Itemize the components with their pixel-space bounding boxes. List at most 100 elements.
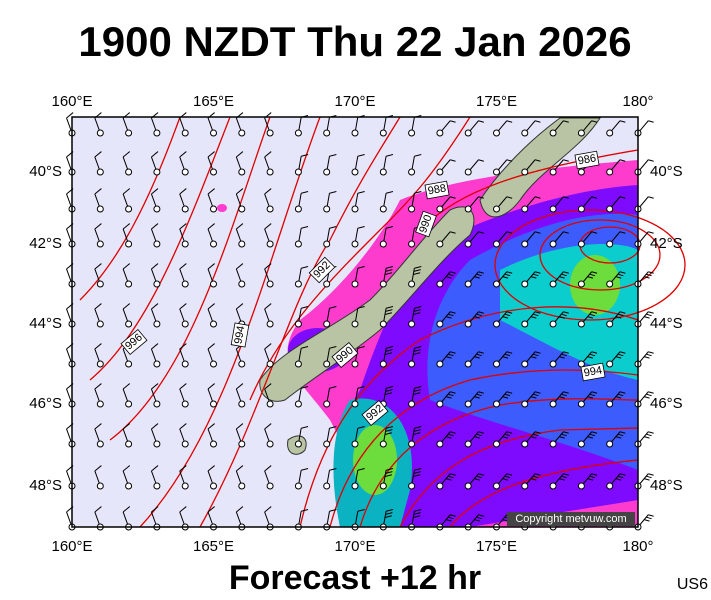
barb-feather bbox=[385, 512, 393, 515]
lat-label-left: 46°S bbox=[29, 395, 62, 412]
lon-label-bottom: 170°E bbox=[334, 538, 375, 555]
isobar-label-box bbox=[230, 322, 250, 348]
barb-feather bbox=[236, 223, 244, 230]
barb-station bbox=[549, 360, 557, 368]
barb-feather bbox=[534, 271, 541, 274]
barb-feather bbox=[502, 478, 509, 481]
barb-station bbox=[153, 360, 161, 368]
barb-station bbox=[294, 440, 302, 448]
barb-feather bbox=[179, 343, 187, 350]
barb-feather bbox=[357, 345, 365, 349]
barb-station bbox=[323, 400, 331, 408]
barb-station bbox=[238, 482, 246, 490]
barb-station bbox=[493, 129, 500, 137]
barb-station bbox=[408, 482, 416, 490]
barb-feather bbox=[122, 465, 131, 472]
barb-feather bbox=[384, 432, 392, 436]
isobar-label-box bbox=[424, 180, 450, 200]
barb-feather bbox=[478, 311, 484, 314]
barb-feather bbox=[414, 305, 422, 309]
barb-feather bbox=[619, 311, 626, 314]
barb-feather bbox=[587, 396, 594, 399]
barb-feather bbox=[587, 436, 594, 439]
barb-feather bbox=[619, 271, 626, 274]
barb-feather bbox=[384, 392, 392, 396]
barb-station bbox=[351, 280, 359, 288]
barb-station bbox=[408, 129, 416, 137]
barb-feather bbox=[264, 188, 272, 195]
barb-feather bbox=[644, 276, 650, 279]
barb-feather bbox=[445, 478, 452, 481]
barb-station bbox=[379, 205, 387, 213]
barb-feather bbox=[644, 396, 650, 399]
barb-station bbox=[493, 440, 500, 448]
barb-feather bbox=[413, 269, 421, 272]
barb-station bbox=[125, 482, 133, 490]
barb-feather bbox=[534, 120, 541, 123]
barb-feather bbox=[357, 265, 365, 269]
barb-feather bbox=[589, 433, 596, 437]
barb-feather bbox=[476, 475, 482, 479]
barb-feather bbox=[447, 475, 454, 479]
barb-feather bbox=[122, 383, 131, 390]
barb-feather bbox=[561, 393, 567, 397]
barb-feather bbox=[615, 276, 622, 279]
isobar-label-box bbox=[331, 342, 359, 368]
lat-label-right: 40°S bbox=[650, 163, 683, 180]
barb-feather bbox=[385, 349, 393, 352]
barb-feather bbox=[450, 271, 456, 274]
barb-feather bbox=[591, 271, 598, 274]
barb-station bbox=[153, 168, 161, 176]
barb-feather bbox=[301, 225, 309, 229]
barb-feather bbox=[648, 159, 654, 162]
barb-feather bbox=[646, 393, 652, 397]
barb-feather bbox=[413, 349, 421, 352]
barb-station bbox=[96, 440, 104, 448]
barb-feather bbox=[329, 225, 337, 229]
barb-station bbox=[210, 440, 217, 448]
barb-station bbox=[549, 240, 557, 248]
barb-feather bbox=[617, 313, 624, 317]
barb-feather bbox=[414, 153, 422, 157]
barb-station bbox=[294, 320, 302, 328]
barb-station bbox=[238, 168, 246, 176]
barb-station bbox=[351, 240, 359, 248]
barb-station bbox=[464, 168, 472, 176]
barb-station bbox=[408, 440, 416, 448]
isobar-label-box bbox=[308, 256, 336, 284]
barb-feather bbox=[506, 196, 513, 199]
barb-station bbox=[210, 205, 217, 213]
barb-station bbox=[408, 280, 416, 288]
barb-feather bbox=[264, 423, 272, 430]
barb-station bbox=[125, 400, 133, 408]
barb-feather bbox=[207, 506, 215, 513]
barb-feather bbox=[615, 316, 622, 319]
barb-station bbox=[238, 400, 246, 408]
barb-station bbox=[294, 240, 302, 248]
barb-feather bbox=[122, 151, 131, 158]
barb-feather bbox=[563, 391, 569, 394]
isobar-label-box bbox=[361, 400, 389, 426]
barb-station bbox=[464, 360, 472, 368]
copyright-box bbox=[507, 512, 635, 526]
footer: Forecast +12 hr bbox=[229, 559, 481, 597]
barb-feather bbox=[591, 231, 598, 234]
barb-feather bbox=[644, 478, 650, 481]
barb-station bbox=[521, 280, 529, 288]
barb-feather bbox=[301, 305, 309, 309]
barb-feather bbox=[445, 519, 452, 522]
barb-station bbox=[323, 360, 331, 368]
barb-station bbox=[153, 129, 161, 137]
barb-station bbox=[294, 360, 302, 368]
barb-station bbox=[521, 205, 529, 213]
barb-feather bbox=[447, 516, 454, 520]
barb-feather bbox=[151, 423, 159, 430]
barb-feather bbox=[559, 436, 565, 439]
barb-feather bbox=[385, 345, 394, 349]
barb-station bbox=[181, 440, 189, 448]
barb-feather bbox=[447, 433, 454, 437]
barb-feather bbox=[532, 313, 539, 317]
barb-station bbox=[549, 280, 557, 288]
